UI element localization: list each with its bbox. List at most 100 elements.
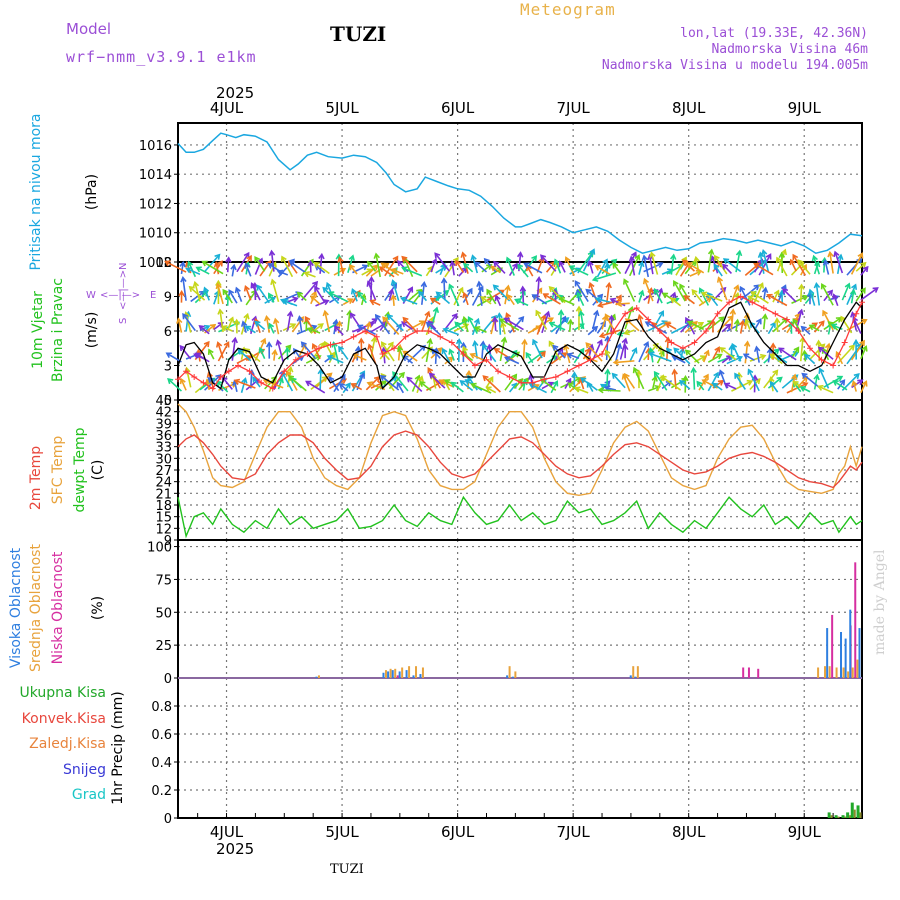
wind-arrow-head <box>396 260 404 267</box>
wind-arrow <box>217 342 224 359</box>
cloud-bar-high <box>382 672 385 678</box>
wind-arrow-head <box>793 346 800 353</box>
y-tick-label: 25 <box>155 639 172 654</box>
wind-arrow <box>235 287 243 302</box>
cloud-bar-high <box>840 632 843 678</box>
wind-direction-marker <box>610 328 617 334</box>
wind-arrow <box>723 258 742 273</box>
panel-pressure: 1016 1014 1012 1010 1008 <box>139 122 863 271</box>
wind-arrow-head <box>462 262 470 269</box>
wind-arrow <box>707 372 719 392</box>
wind-arrow <box>490 267 503 276</box>
wind-arrow-head <box>366 381 374 388</box>
wind-direction-marker <box>183 368 190 375</box>
wind-arrow <box>222 289 233 304</box>
wind-arrow <box>206 379 210 391</box>
wind-arrow <box>780 253 784 274</box>
wind-arrow <box>540 254 557 272</box>
wind-arrow <box>180 262 184 275</box>
wind-arrow <box>418 291 428 302</box>
wind-arrow-head <box>312 280 319 288</box>
wind-arrow-head <box>215 279 222 286</box>
wind-arrow-head <box>525 351 532 359</box>
wind-arrow <box>301 341 317 360</box>
wind-arrow <box>233 380 238 392</box>
wind-arrow-head <box>382 316 389 323</box>
wind-arrow <box>494 348 515 362</box>
wind-arrow-head <box>310 295 317 302</box>
wind-arrow <box>265 316 271 333</box>
wind-arrow-head <box>717 379 725 386</box>
wind-direction-marker <box>225 368 232 375</box>
wind-arrow-head <box>222 288 229 296</box>
wind-arrow <box>855 262 866 272</box>
cloud-unit: (%) <box>90 596 106 620</box>
wind-arrow <box>426 322 441 336</box>
precip-bar-total <box>834 815 838 818</box>
wind-direction-marker <box>564 368 571 375</box>
wind-arrow-head <box>585 342 592 349</box>
wind-arrow <box>819 368 830 389</box>
wind-arrow-head <box>465 369 473 377</box>
wind-direction-marker <box>795 328 802 334</box>
wind-arrow-head <box>366 260 373 268</box>
wind-arrow-head <box>279 298 287 305</box>
wind-arrow-head <box>402 355 409 362</box>
wind-arrow-head <box>857 252 864 259</box>
wind-arrow-head <box>179 377 186 385</box>
wind-arrow-head <box>281 371 287 378</box>
wind-arrow-head <box>254 320 261 327</box>
wind-arrow-head <box>566 352 573 359</box>
chart-title: Meteogram <box>520 0 616 19</box>
wind-arrow-head <box>289 323 297 330</box>
wind-arrow-head <box>851 380 858 387</box>
wind-arrow-head <box>565 377 572 385</box>
wind-direction-marker <box>760 305 767 311</box>
wind-arrow <box>392 295 395 306</box>
wind-arrow-head <box>547 381 555 388</box>
wind-arrow-head <box>450 381 457 388</box>
wind-arrow <box>215 262 220 275</box>
wind-arrow-head <box>544 310 551 318</box>
y-tick-label: 27 <box>155 464 172 479</box>
wind-arrow-head <box>202 286 210 294</box>
wind-arrow-head <box>540 254 547 261</box>
wind-arrow-head <box>706 291 713 299</box>
wind-arrow-head <box>811 322 819 329</box>
cloud-bar-mid <box>389 668 392 678</box>
wind-arrow <box>467 375 478 391</box>
wind-arrow-head <box>817 384 824 391</box>
wind-arrow-head <box>318 252 325 260</box>
wind-arrow-head <box>241 377 248 384</box>
wind-arrow <box>833 294 839 307</box>
day-label-bottom: 7JUL <box>556 823 590 841</box>
wind-arrow-head <box>637 313 644 321</box>
wind-arrow <box>268 323 275 334</box>
wind-arrow <box>312 344 321 360</box>
wind-arrow-head <box>776 376 783 383</box>
wind-arrow <box>347 310 351 331</box>
wind-direction-marker <box>269 385 276 392</box>
wind-arrow-head <box>268 322 275 329</box>
wind-arrow-head <box>574 280 581 287</box>
cloud-bar-high <box>398 671 401 678</box>
wind-arrow-head <box>753 345 761 353</box>
wind-arrow-head <box>213 261 221 268</box>
model-elevation-text: Nadmorska Visina u modelu 194.005m <box>601 58 868 73</box>
wind-arrow-head <box>246 254 252 262</box>
wind-arrow <box>532 294 548 305</box>
wind-arrow-head <box>487 376 494 383</box>
wind-arrow-head <box>739 319 746 327</box>
wind-arrow-head <box>287 375 295 382</box>
wind-arrow <box>451 381 464 393</box>
wind-arrow <box>240 378 247 393</box>
wind-direction-marker <box>391 345 398 352</box>
wind-arrow <box>767 322 776 335</box>
wind-arrow-head <box>604 313 611 320</box>
wind-arrow <box>273 350 276 361</box>
wind-arrow <box>474 261 488 273</box>
wind-arrow-head <box>401 321 408 328</box>
wind-arrow <box>263 379 284 389</box>
wind-arrow <box>367 261 377 272</box>
wind-arrow-head <box>634 254 641 261</box>
